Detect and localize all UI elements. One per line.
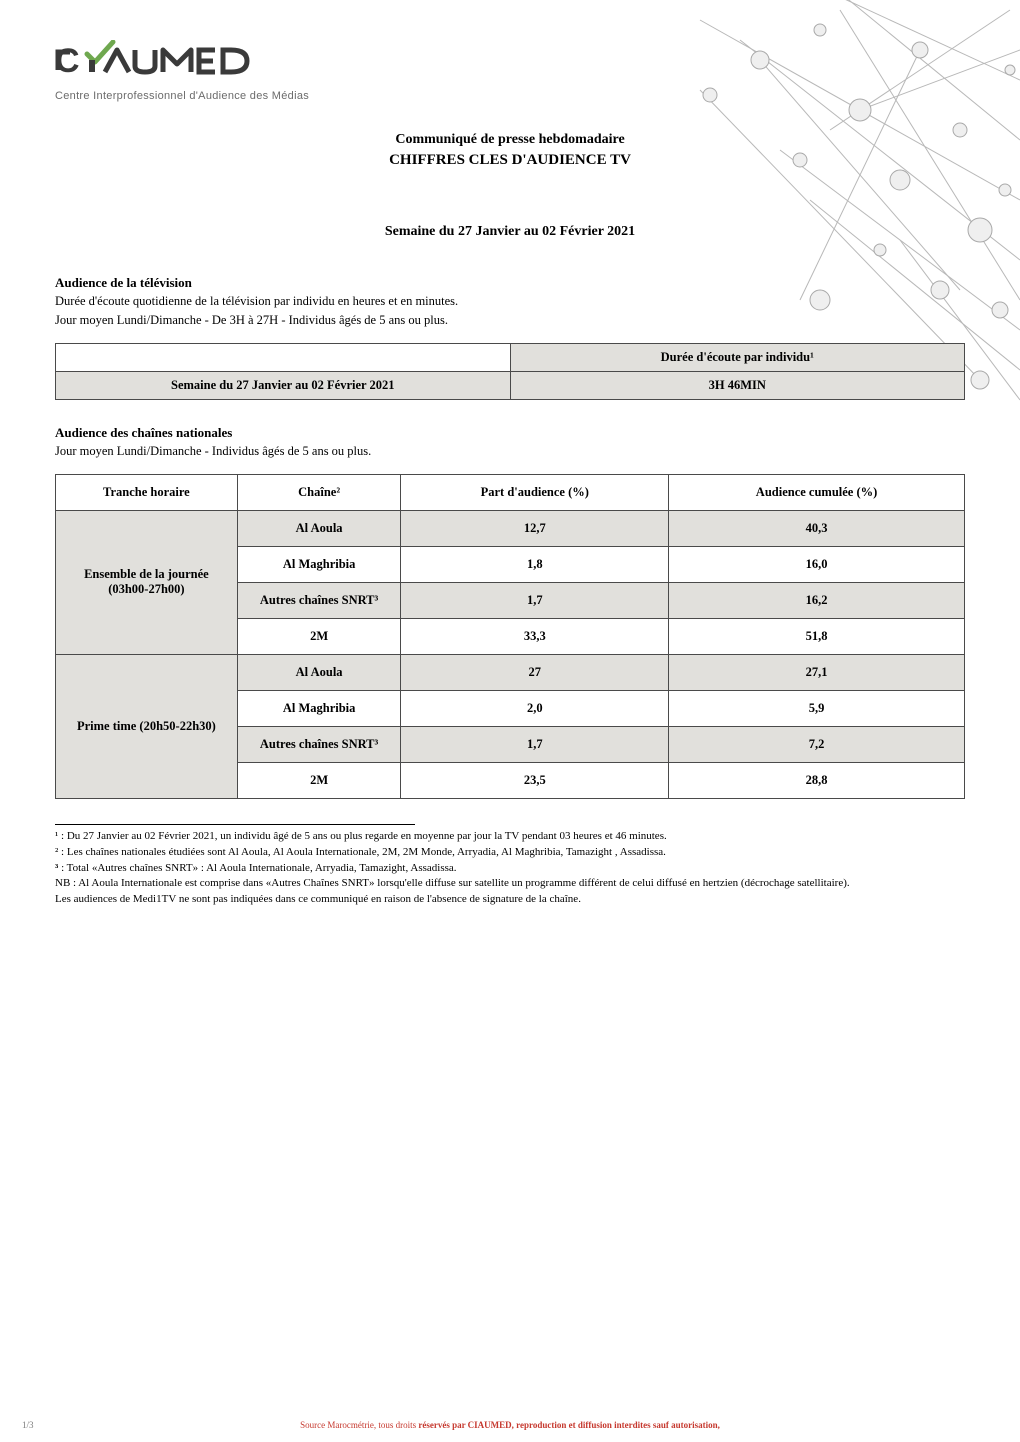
- g0r0-part: 12,7: [401, 510, 669, 546]
- section1-line1: Durée d'écoute quotidienne de la télévis…: [55, 293, 965, 310]
- section1-heading: Audience de la télévision: [55, 275, 965, 291]
- tbl2-h1: Chaîne²: [237, 474, 401, 510]
- tranche-0: Ensemble de la journée (03h00-27h00): [56, 510, 238, 654]
- footer-source: Source Marocmétrie, tous droits: [300, 1420, 416, 1430]
- doc-title: CHIFFRES CLES D'AUDIENCE TV: [55, 152, 965, 169]
- g0r2-ch: Autres chaînes SNRT³: [237, 582, 401, 618]
- g1r3-ch: 2M: [237, 762, 401, 798]
- table1-row-label: Semaine du 27 Janvier au 02 Février 2021: [56, 371, 511, 399]
- g0r2-cum: 16,2: [669, 582, 965, 618]
- footnote-3: ³ : Total «Autres chaînes SNRT» : Al Aou…: [55, 861, 965, 877]
- g0r3-ch: 2M: [237, 618, 401, 654]
- period-line: Semaine du 27 Janvier au 02 Février 2021: [55, 224, 965, 240]
- section1-line2: Jour moyen Lundi/Dimanche - De 3H à 27H …: [55, 312, 965, 329]
- section2-heading: Audience des chaînes nationales: [55, 425, 965, 441]
- tbl2-h3: Audience cumulée (%): [669, 474, 965, 510]
- footnote-rule: [55, 824, 415, 825]
- g0r3-part: 33,3: [401, 618, 669, 654]
- logo-tagline: Centre Interprofessionnel d'Audience des…: [55, 90, 965, 102]
- g1r1-cum: 5,9: [669, 690, 965, 726]
- g1r3-part: 23,5: [401, 762, 669, 798]
- g0r1-cum: 16,0: [669, 546, 965, 582]
- tbl2-h2: Part d'audience (%): [401, 474, 669, 510]
- svg-text:C: C: [55, 42, 81, 80]
- g1r1-ch: Al Maghribia: [237, 690, 401, 726]
- page-number: 1/3: [22, 1420, 34, 1430]
- g1r2-ch: Autres chaînes SNRT³: [237, 726, 401, 762]
- table-duree-ecoute: Durée d'écoute par individu¹ Semaine du …: [55, 343, 965, 400]
- g1r1-part: 2,0: [401, 690, 669, 726]
- g1r2-cum: 7,2: [669, 726, 965, 762]
- footer-rest: réservés par CIAUMED, reproduction et di…: [416, 1420, 720, 1430]
- footnote-last: Les audiences de Medi1TV ne sont pas ind…: [55, 892, 965, 908]
- table1-col2-header: Durée d'écoute par individu¹: [510, 343, 965, 371]
- g0r2-part: 1,7: [401, 582, 669, 618]
- g1r3-cum: 28,8: [669, 762, 965, 798]
- g0r3-cum: 51,8: [669, 618, 965, 654]
- footer: Source Marocmétrie, tous droits réservés…: [0, 1420, 1020, 1430]
- g1r2-part: 1,7: [401, 726, 669, 762]
- g1r0-cum: 27,1: [669, 654, 965, 690]
- logo-svg: C: [55, 40, 335, 88]
- table1-row-value: 3H 46MIN: [510, 371, 965, 399]
- tbl2-h0: Tranche horaire: [56, 474, 238, 510]
- footnote-1: ¹ : Du 27 Janvier au 02 Février 2021, un…: [55, 829, 965, 845]
- tranche-1: Prime time (20h50-22h30): [56, 654, 238, 798]
- g0r0-ch: Al Aoula: [237, 510, 401, 546]
- g1r0-ch: Al Aoula: [237, 654, 401, 690]
- footnotes: ¹ : Du 27 Janvier au 02 Février 2021, un…: [55, 824, 965, 909]
- g0r0-cum: 40,3: [669, 510, 965, 546]
- footnote-nb: NB : Al Aoula Internationale est compris…: [55, 876, 965, 892]
- g0r1-ch: Al Maghribia: [237, 546, 401, 582]
- footnote-2: ² : Les chaînes nationales étudiées sont…: [55, 845, 965, 861]
- doc-subtitle: Communiqué de presse hebdomadaire: [55, 132, 965, 148]
- logo: C Centre Interprofessionnel d'Audience d…: [55, 40, 965, 102]
- g0r1-part: 1,8: [401, 546, 669, 582]
- table-audience-chaines: Tranche horaire Chaîne² Part d'audience …: [55, 474, 965, 799]
- section2-line1: Jour moyen Lundi/Dimanche - Individus âg…: [55, 443, 965, 460]
- g1r0-part: 27: [401, 654, 669, 690]
